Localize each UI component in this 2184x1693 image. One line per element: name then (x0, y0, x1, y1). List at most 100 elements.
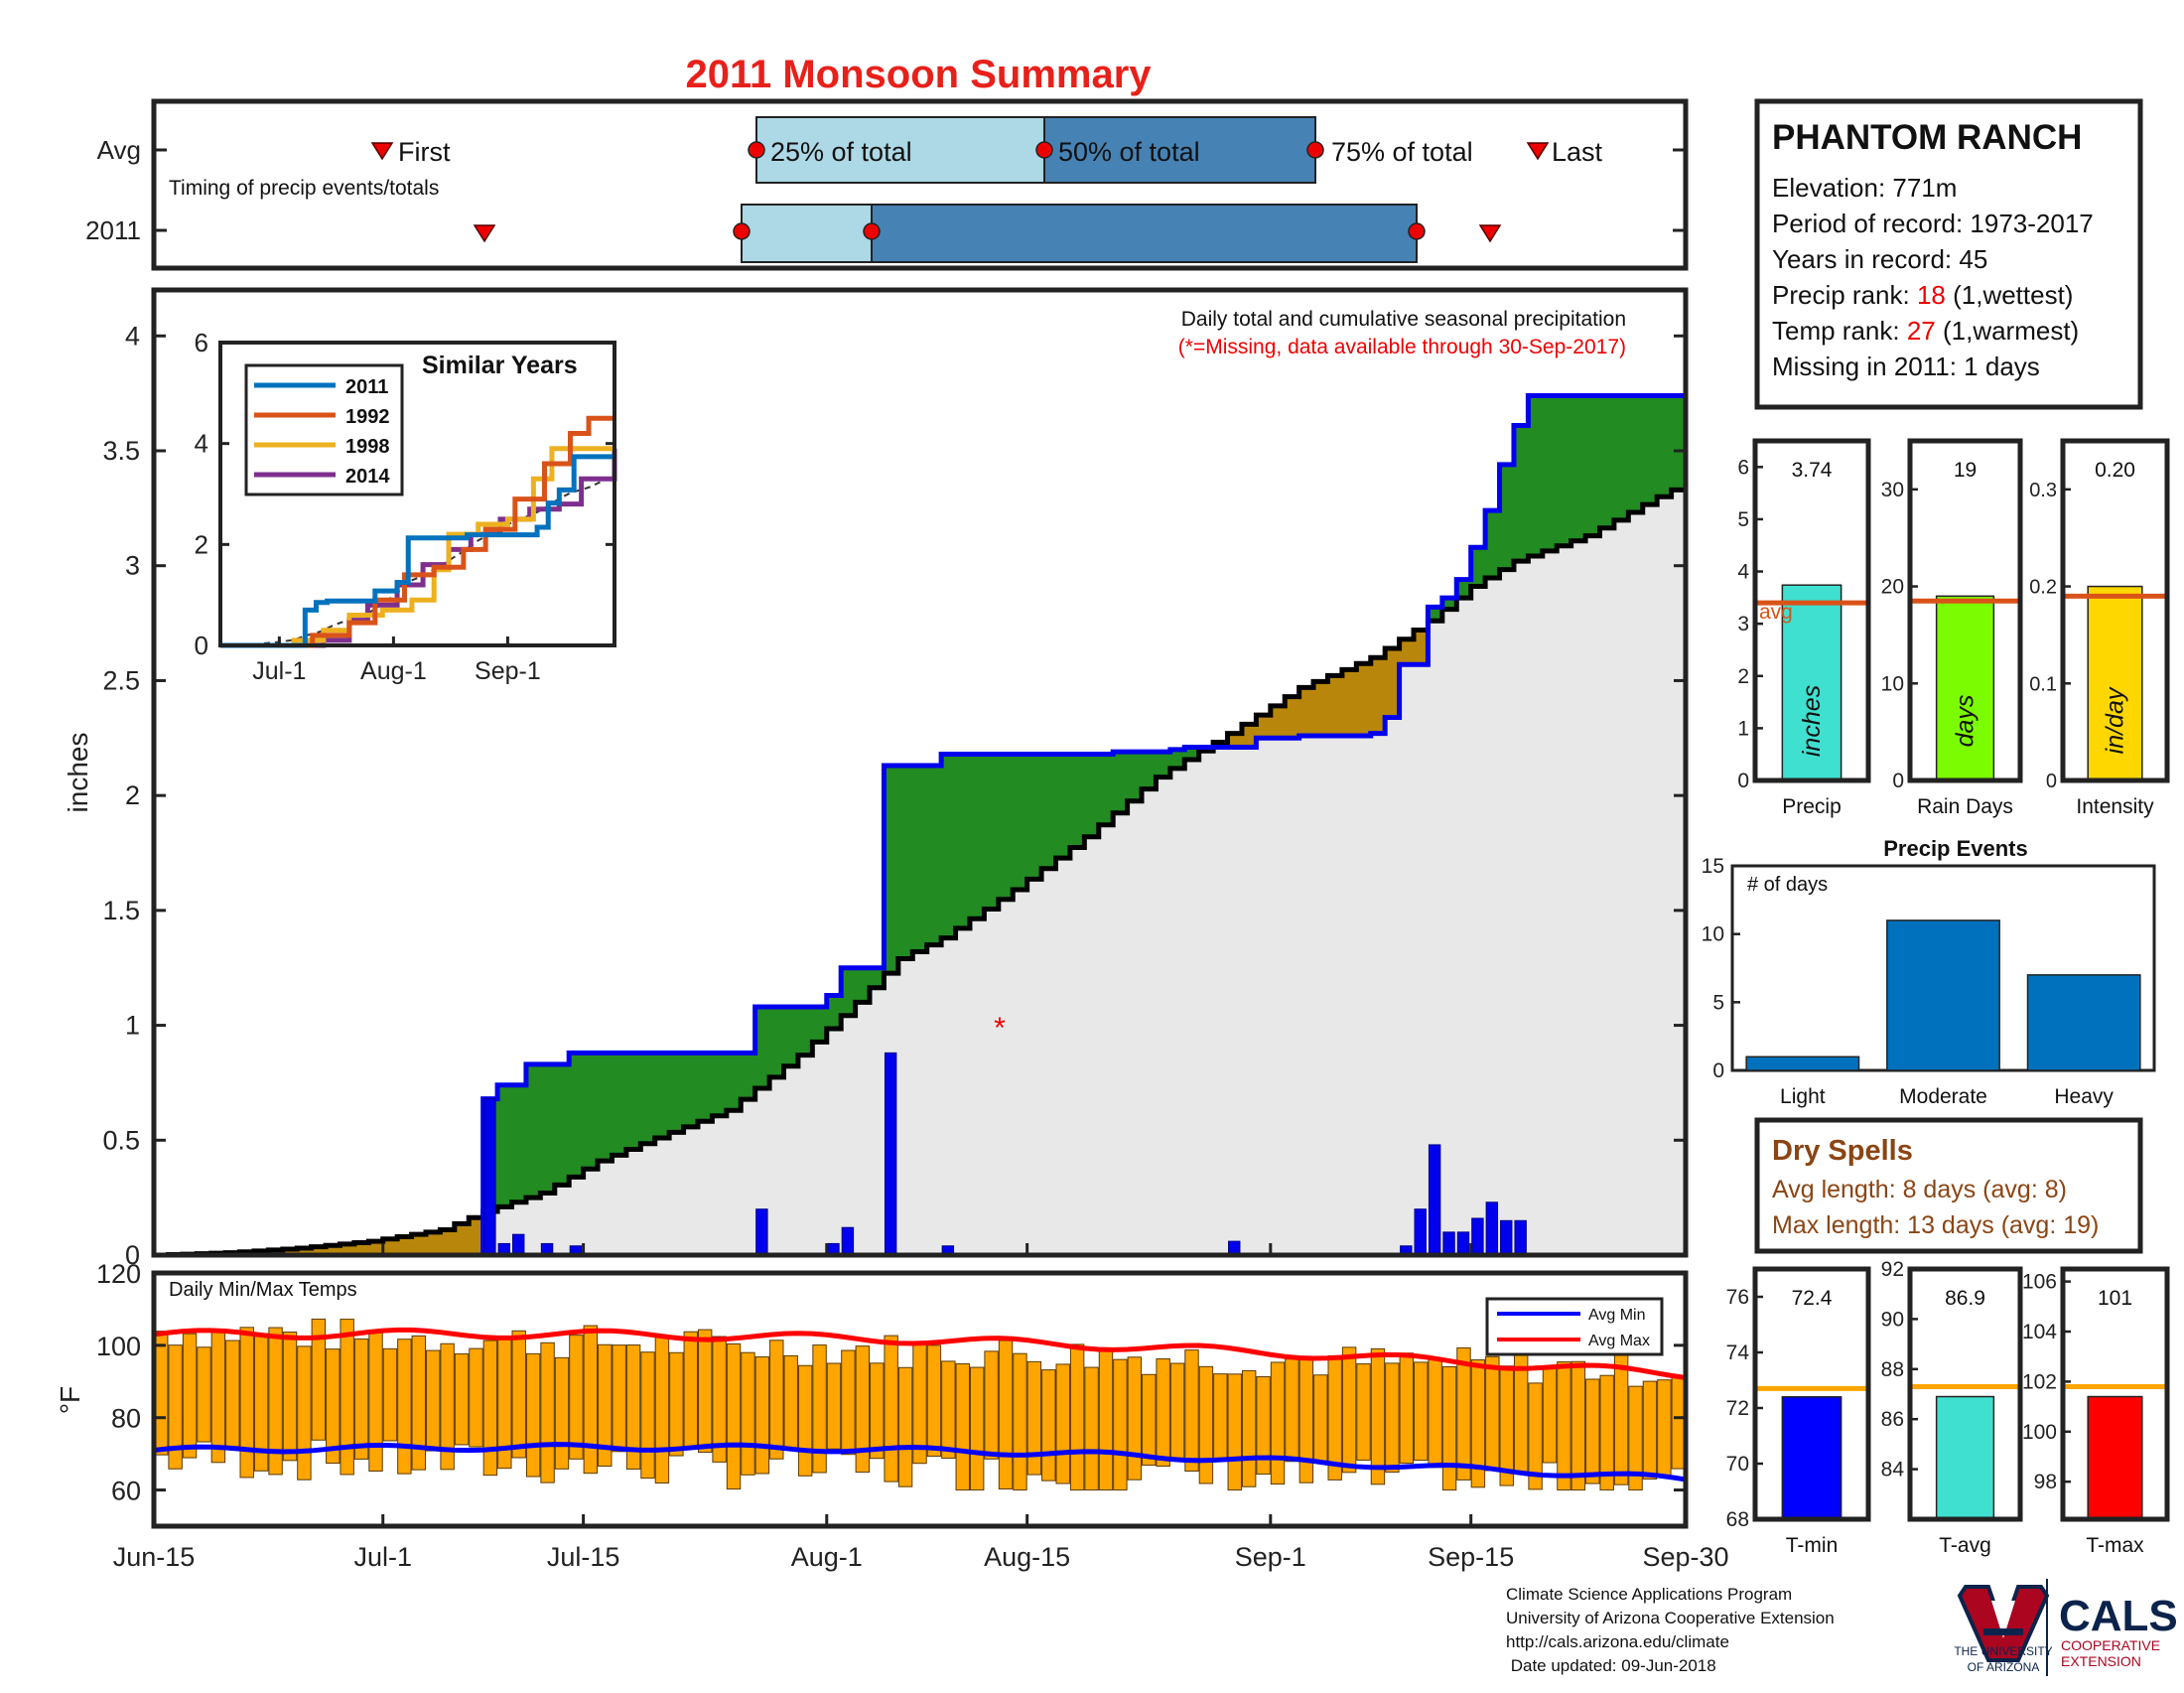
daily-temp-bar (842, 1350, 855, 1455)
daily-precip-bar (1429, 1145, 1439, 1255)
daily-temp-bar (1014, 1353, 1026, 1489)
daily-temp-bar (1586, 1379, 1599, 1483)
dry-title: Dry Spells (1772, 1135, 1913, 1167)
above-average-fill (626, 1053, 641, 1149)
precip-total-chart-unit: inches (1798, 685, 1826, 757)
below-average-fill (1356, 663, 1371, 736)
above-average-fill (669, 1053, 684, 1132)
main-ytick-label: 2.5 (102, 665, 140, 695)
precip-total-chart-ytick-label: 6 (1737, 456, 1749, 479)
rain-days-chart-label: Rain Days (1917, 795, 2013, 818)
daily-temp-bar (512, 1331, 525, 1458)
daily-temp-bar (942, 1361, 955, 1459)
temp-ylabel: °F (55, 1386, 85, 1414)
x-axis-label: Sep-15 (1428, 1542, 1514, 1572)
rain-days-chart-ytick-label: 20 (1881, 576, 1904, 599)
daily-temp-bar (970, 1367, 983, 1490)
daily-temp-bar (1314, 1375, 1327, 1463)
legend-label-1992: 1992 (345, 406, 390, 428)
precip-total-chart-ytick-label: 5 (1737, 508, 1749, 531)
cals-logo: CALS COOPERATIVE EXTENSION (2059, 1592, 2178, 1669)
daily-temp-bar (426, 1350, 439, 1451)
year-p50-marker (864, 223, 880, 239)
tmax-chart-value: 101 (2098, 1287, 2132, 1310)
daily-temp-bar (684, 1332, 697, 1447)
event-bar-heavy (2028, 975, 2140, 1070)
above-average-fill (569, 1053, 584, 1177)
daily-temp-bar (398, 1340, 411, 1474)
daily-temp-bar (1672, 1377, 1685, 1469)
above-average-fill (612, 1053, 626, 1155)
x-axis-label: Sep-30 (1642, 1542, 1728, 1572)
station-info-box: PHANTOM RANCH Elevation: 771m Period of … (1757, 101, 2140, 407)
daily-temp-bar (1415, 1362, 1428, 1461)
footer-line1: Climate Science Applications Program (1506, 1585, 1792, 1604)
university-of-arizona-logo: THE UNIVERSITY OF ARIZONA (1954, 1587, 2052, 1674)
daily-temp-bar (1228, 1374, 1241, 1490)
coop-text-1: COOPERATIVE (2061, 1637, 2160, 1653)
tmin-chart-ytick-label: 70 (1726, 1453, 1749, 1476)
page-title: 2011 Monsoon Summary (685, 53, 1152, 96)
above-average-fill (497, 1085, 512, 1207)
avg-p75-marker (1307, 142, 1323, 158)
tmax-chart-ytick-label: 100 (2022, 1421, 2057, 1444)
daily-temp-bar (727, 1343, 740, 1488)
main-ytick-label: 2 (125, 780, 140, 810)
tmax-chart-ytick-label: 106 (2022, 1271, 2057, 1294)
above-average-fill (1070, 754, 1085, 847)
inset-ytick-label: 2 (195, 529, 208, 559)
above-average-fill (941, 754, 956, 937)
daily-temp-bar (1070, 1344, 1083, 1490)
daily-temp-bar (1371, 1348, 1384, 1483)
avg-p25-label: 25% of total (770, 137, 912, 167)
events-title: Precip Events (1883, 836, 2028, 861)
legend-label-1998: 1998 (345, 436, 390, 458)
above-average-fill (598, 1053, 613, 1161)
temp-ytick-label: 80 (111, 1404, 141, 1434)
missing-data-marker: * (994, 1012, 1006, 1045)
avg-p75-label: 75% of total (1331, 137, 1473, 167)
daily-precip-bar (1457, 1232, 1468, 1255)
station-years: Years in record: 45 (1772, 244, 1987, 274)
tmin-chart-value: 72.4 (1792, 1287, 1833, 1310)
daily-temp-bar (1643, 1381, 1656, 1479)
above-average-fill (970, 754, 985, 918)
daily-temp-bar (1056, 1364, 1069, 1483)
rain-days-chart-bar (1937, 596, 1994, 780)
daily-temp-bar (927, 1345, 940, 1457)
daily-temp-bar (784, 1355, 797, 1450)
above-average-fill (712, 1053, 727, 1115)
daily-temp-bar (1085, 1367, 1098, 1489)
temp-ytick-label: 120 (96, 1259, 141, 1289)
daily-temp-bar (856, 1346, 869, 1473)
daily-precip-bar (1443, 1232, 1454, 1255)
footer-line4: Date updated: 09-Jun-2018 (1506, 1656, 1716, 1675)
station-missing: Missing in 2011: 1 days (1772, 352, 2040, 381)
daily-temp-bar (1143, 1374, 1156, 1465)
daily-temp-bar (570, 1336, 583, 1460)
main-ytick-label: 4 (125, 321, 140, 351)
station-period: Period of record: 1973-2017 (1772, 209, 2094, 238)
event-label-light: Light (1780, 1085, 1826, 1108)
daily-temp-bar (1128, 1357, 1141, 1480)
rain-days-chart-value: 19 (1954, 459, 1977, 482)
above-average-fill (555, 1064, 570, 1186)
events-ytick-label: 0 (1712, 1059, 1724, 1082)
intensity-chart-unit: in/day (2102, 686, 2129, 754)
above-average-fill (912, 766, 927, 951)
above-average-fill (1557, 395, 1571, 545)
daily-temp-bar (198, 1347, 210, 1442)
temp-title: Daily Min/Max Temps (169, 1279, 357, 1301)
precip-total-chart-value: 3.74 (1792, 459, 1833, 482)
tmin-chart-ytick-label: 68 (1726, 1508, 1749, 1531)
daily-temp-bar (827, 1363, 840, 1449)
above-average-fill (927, 766, 942, 945)
daily-temp-bar (1486, 1356, 1499, 1471)
daily-temp-bar (1099, 1351, 1112, 1490)
events-ytick-label: 15 (1702, 855, 1724, 878)
